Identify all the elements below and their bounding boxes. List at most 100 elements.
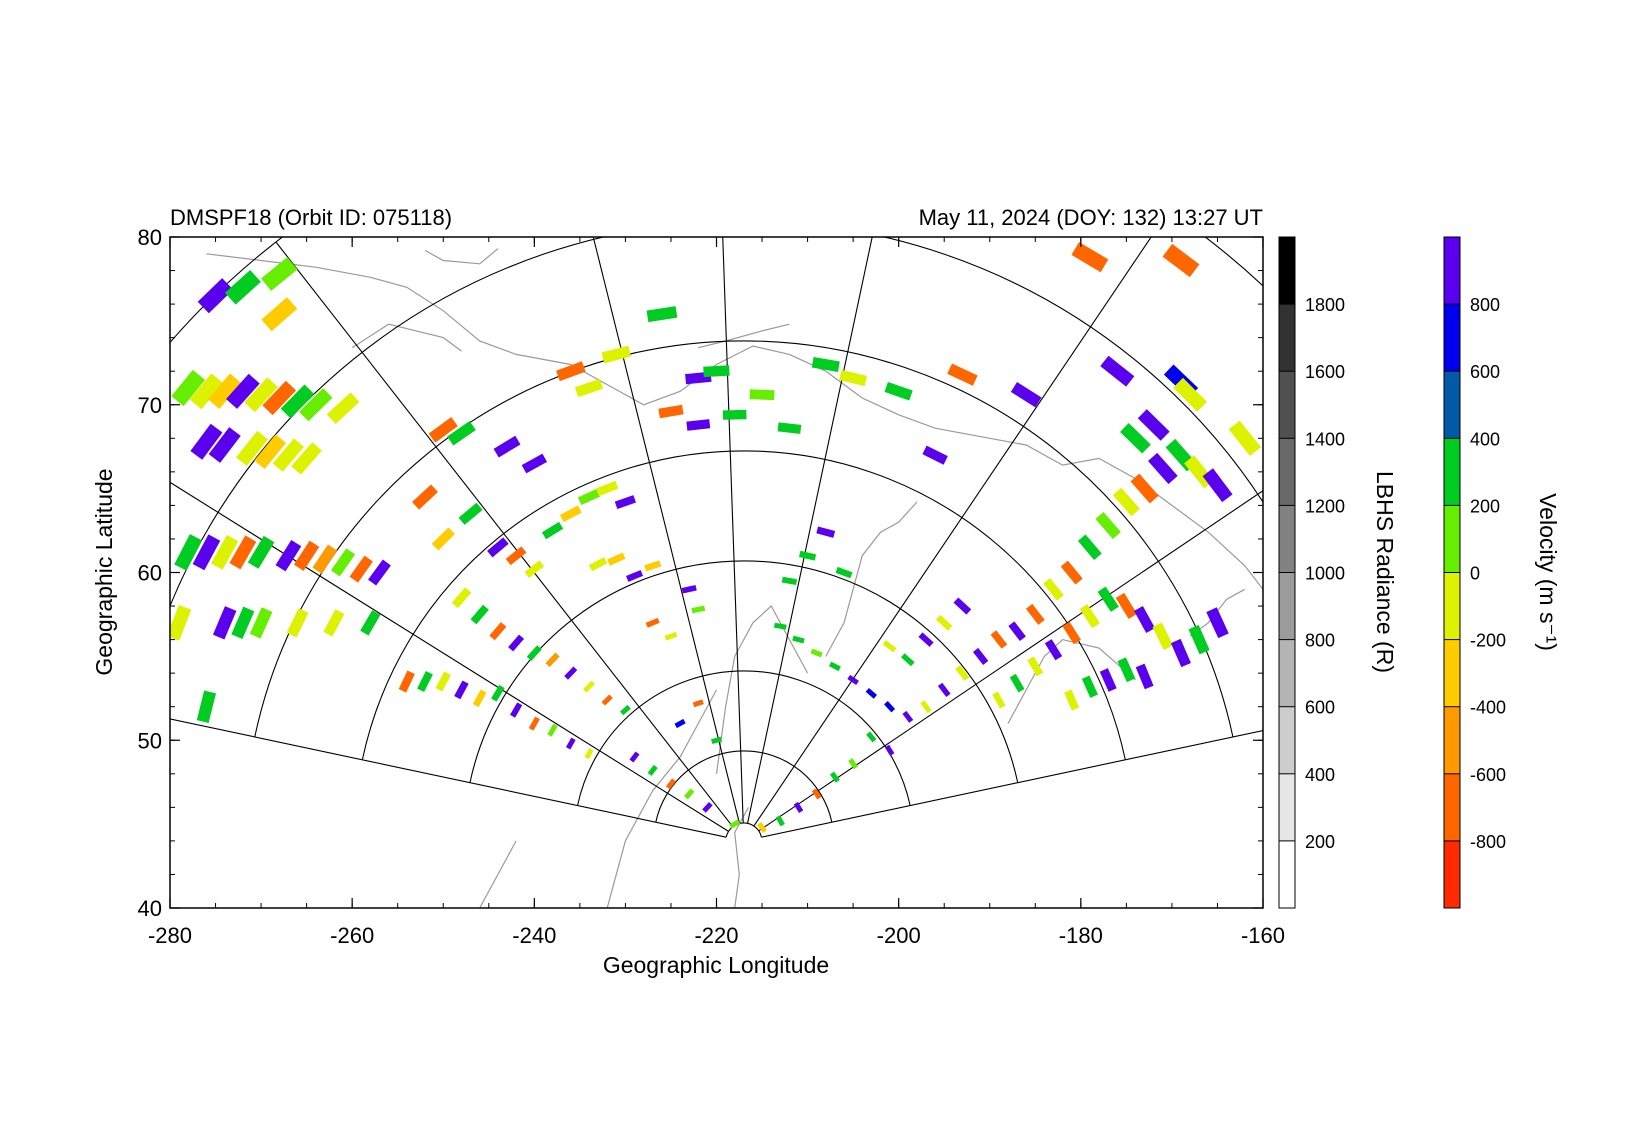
velocity-cell <box>835 566 853 579</box>
velocity-cell <box>866 731 877 743</box>
radiance-colorbar: 200 400 600 800 1000 1200 1400 1600 1800 <box>1278 236 1345 909</box>
velocity-cell <box>601 694 613 706</box>
velocity-cell <box>793 801 804 813</box>
velocity-cell <box>1162 243 1200 278</box>
beam-edge <box>758 490 1263 832</box>
velocity-cell <box>1173 377 1207 412</box>
velocity-cell <box>902 710 914 723</box>
range-ring <box>170 237 1263 608</box>
velocity-cell <box>1064 689 1080 711</box>
velocity-cell <box>541 521 564 540</box>
velocity-cell <box>884 744 895 756</box>
velocity-cell <box>629 751 640 763</box>
velocity-cell <box>626 570 644 582</box>
x-tick-label: -260 <box>330 923 374 948</box>
velocity-cell <box>990 630 1008 649</box>
coastline <box>479 840 517 908</box>
velocity-cell <box>781 576 798 586</box>
velocity-cell <box>953 597 972 615</box>
velocity-cell <box>349 555 373 583</box>
velocity-cell <box>692 699 704 708</box>
velocity-cell <box>1027 656 1044 677</box>
velocity-cell <box>231 606 255 640</box>
velocity-cell <box>647 764 658 776</box>
velocity-cell <box>493 435 521 458</box>
velocity-cell <box>1137 409 1170 441</box>
radiance-colorbar-tick-label: 1600 <box>1305 362 1345 382</box>
velocity-cell <box>972 647 989 665</box>
velocity-cell <box>947 363 978 386</box>
velocity-cell <box>681 584 697 594</box>
velocity-cell <box>261 256 298 291</box>
velocity-cell <box>196 690 216 724</box>
title-left: DMSPF18 (Orbit ID: 075118) <box>170 205 452 230</box>
velocity-cell <box>829 771 840 783</box>
velocity-cell <box>559 505 582 523</box>
velocity-cell <box>565 737 576 750</box>
velocity-cell <box>1009 673 1025 693</box>
velocity-cell <box>470 604 489 625</box>
coastline <box>206 253 1263 590</box>
velocity-cell <box>1099 668 1117 692</box>
x-tick-label: -180 <box>1059 923 1103 948</box>
x-tick-label: -160 <box>1241 923 1285 948</box>
velocity-cell <box>428 417 458 443</box>
velocity-cell <box>326 392 360 424</box>
velocity-cell <box>1060 560 1083 585</box>
velocity-cell <box>757 821 767 834</box>
velocity-cell <box>574 378 604 398</box>
velocity-cell <box>1170 638 1191 668</box>
velocity-colorbar-tick-label: 400 <box>1470 429 1500 449</box>
y-tick-label: 60 <box>138 561 162 586</box>
velocity-colorbar-swatch <box>1444 840 1460 908</box>
velocity-colorbar-swatch <box>1444 304 1460 372</box>
velocity-colorbar-tick-label: -200 <box>1470 631 1506 651</box>
velocity-cell <box>686 419 711 431</box>
radiance-colorbar-swatch <box>1279 840 1295 908</box>
velocity-colorbar-swatch <box>1444 505 1460 573</box>
velocity-cell <box>1117 657 1136 683</box>
velocity-cell <box>431 527 455 551</box>
velocity-cell <box>212 606 237 640</box>
velocity-cell <box>564 666 578 680</box>
velocity-cell <box>487 537 509 558</box>
velocity-cell <box>417 670 433 693</box>
range-ring <box>655 750 833 823</box>
beam-edge <box>170 481 729 832</box>
velocity-cell <box>646 306 678 323</box>
velocity-cell <box>1148 452 1178 485</box>
velocity-cell <box>828 661 841 672</box>
velocity-cell <box>1134 606 1156 633</box>
velocity-cell <box>208 427 241 463</box>
velocity-cell <box>1152 622 1173 650</box>
velocity-cell <box>702 802 713 813</box>
velocity-cell <box>884 381 913 401</box>
velocity-cell <box>816 526 836 538</box>
velocity-cell <box>368 559 391 586</box>
velocity-cell <box>1081 675 1098 698</box>
velocity-cell <box>810 648 823 658</box>
velocity-cell <box>331 548 356 577</box>
velocity-cell <box>398 670 415 693</box>
velocity-colorbar-tick-label: 600 <box>1470 362 1500 382</box>
velocity-cell <box>556 361 586 382</box>
velocity-colorbar-tick-label: 0 <box>1470 564 1480 584</box>
velocity-cell <box>935 614 953 631</box>
radiance-colorbar-swatch <box>1279 237 1295 305</box>
velocity-cell <box>299 388 333 422</box>
velocity-cell <box>584 748 594 760</box>
velocity-cell <box>510 702 523 718</box>
velocity-cell <box>922 445 948 465</box>
beam-edge <box>592 237 741 824</box>
velocity-cell <box>491 684 505 702</box>
velocity-cell <box>955 665 970 681</box>
beam-edge <box>170 718 727 838</box>
velocity-cell <box>275 540 302 572</box>
radiance-colorbar-tick-label: 400 <box>1305 765 1335 785</box>
velocity-colorbar-tick-label: -600 <box>1470 765 1506 785</box>
velocity-cell <box>170 604 192 641</box>
velocity-cell <box>775 815 785 827</box>
velocity-cell <box>1120 423 1151 454</box>
velocity-cell <box>262 380 297 416</box>
velocity-cell <box>1095 511 1121 539</box>
